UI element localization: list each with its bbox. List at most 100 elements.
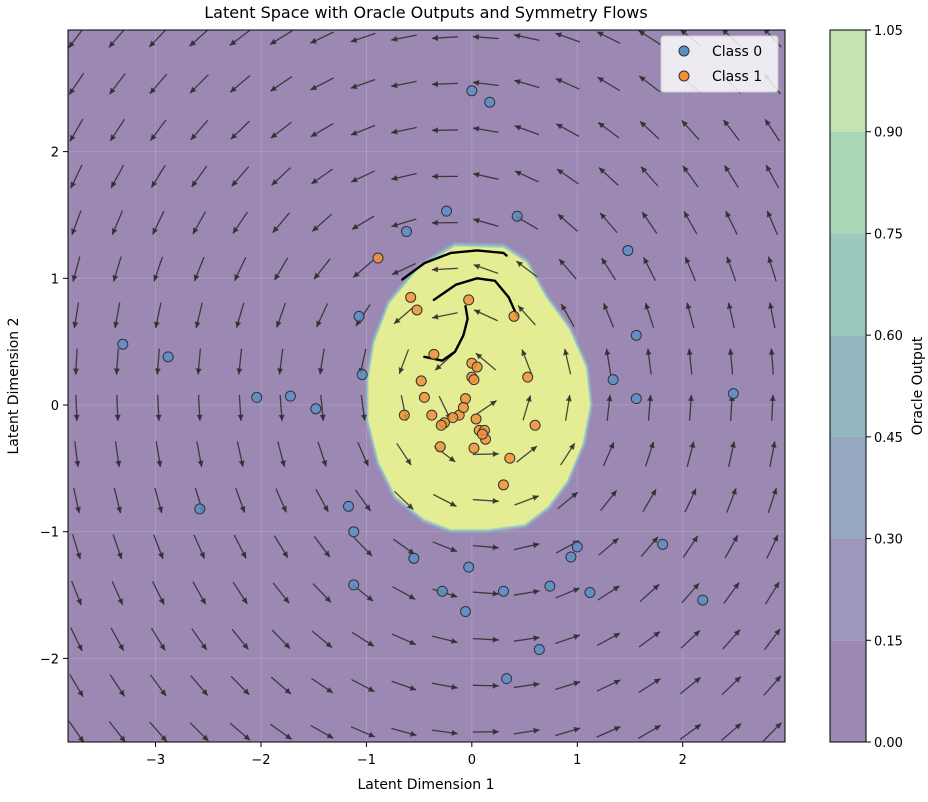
vector-arrow-head xyxy=(473,171,480,178)
vector-arrow-head xyxy=(693,630,700,637)
y-axis-label: Latent Dimension 2 xyxy=(6,317,22,454)
vector-arrow-head xyxy=(555,32,563,39)
vector-arrow-head xyxy=(613,726,621,732)
scatter-point-class-0 xyxy=(497,585,509,597)
colorbar-tick-label: 0.45 xyxy=(874,431,903,446)
vector-arrow-head xyxy=(613,633,621,639)
vector-arrow-head xyxy=(200,643,207,650)
legend: Class 0 Class 1 xyxy=(660,35,779,93)
scatter-point-class-1 xyxy=(428,348,440,360)
vector-arrow-head xyxy=(682,165,689,173)
vector-arrow-head xyxy=(612,585,620,592)
vector-arrow-head xyxy=(241,597,248,604)
vector-arrow-head xyxy=(407,548,415,555)
vector-arrow-head xyxy=(312,225,319,232)
vector-arrow-head xyxy=(492,728,499,735)
vector-arrow-head xyxy=(408,593,416,600)
vector-arrow-head xyxy=(473,217,480,224)
vector-arrow-head xyxy=(731,488,737,495)
vector-arrow-head xyxy=(689,441,696,449)
vector-arrow-head xyxy=(149,87,157,94)
vector-arrow-head xyxy=(391,221,399,228)
vector-arrow-head xyxy=(733,629,741,637)
vector-arrow-head xyxy=(565,395,572,402)
vector-arrow-head xyxy=(600,212,607,220)
vector-arrow-head xyxy=(311,177,319,184)
vector-arrow-head xyxy=(409,685,417,691)
vector-arrow-head xyxy=(155,414,162,421)
vector-arrow-head xyxy=(235,321,242,328)
vector-arrow-head xyxy=(231,179,238,187)
vector-arrow-head xyxy=(647,394,654,402)
vector-arrow-head xyxy=(432,313,439,320)
vector-arrow-head xyxy=(270,38,277,45)
vector-arrow-head xyxy=(726,302,733,310)
vector-arrow-head xyxy=(350,37,358,43)
vector-arrow-head xyxy=(573,587,580,594)
vector-arrow-head xyxy=(769,394,776,402)
vector-arrow-head xyxy=(236,368,243,375)
vector-arrow-head xyxy=(156,460,163,467)
symmetry-vector-field xyxy=(68,30,782,742)
vector-arrow-head xyxy=(409,639,416,645)
scatter-point-class-0 xyxy=(544,580,556,592)
vector-arrow-head xyxy=(200,597,206,605)
scatter-point-class-1 xyxy=(468,374,480,386)
vector-arrow-head xyxy=(654,725,661,731)
scatter-point-class-0 xyxy=(284,390,296,402)
scatter-point-class-1 xyxy=(529,419,541,431)
vector-arrow-head xyxy=(599,167,606,174)
vector-arrow-head xyxy=(771,488,778,495)
vector-arrow-head xyxy=(278,414,285,421)
vector-arrow-head xyxy=(270,132,278,139)
vector-arrow-head xyxy=(653,631,660,638)
vector-arrow-head xyxy=(557,214,565,221)
vector-arrow-head xyxy=(325,641,333,648)
vector-arrow-head xyxy=(492,682,499,689)
scatter-point-class-0 xyxy=(408,552,420,564)
scatter-point-class-0 xyxy=(194,503,206,515)
vector-arrow-head xyxy=(111,228,118,235)
colorbar-ticks: 0.00 0.15 0.30 0.45 0.60 0.75 0.90 1.05 xyxy=(866,24,903,751)
legend-marker-class-0 xyxy=(678,45,690,57)
scatter-point-class-1 xyxy=(435,419,447,431)
scatter-point-class-0 xyxy=(697,594,709,606)
scatter-point-class-1 xyxy=(457,402,469,414)
scatter-point-class-0 xyxy=(501,673,513,685)
scatter-point-class-1 xyxy=(476,428,488,440)
vector-arrow-head xyxy=(451,729,458,736)
vector-arrow-head xyxy=(282,551,288,558)
vector-arrow-head xyxy=(111,181,117,188)
scatter-point-class-0 xyxy=(348,579,360,591)
scatter-point-class-1 xyxy=(504,452,516,464)
scatter-point-class-0 xyxy=(356,369,368,381)
vector-arrow-head xyxy=(532,542,540,549)
vector-arrow-head xyxy=(73,368,80,375)
scatter-point-class-0 xyxy=(251,391,263,403)
symmetry-flow-lines xyxy=(401,249,519,362)
vector-arrow-head xyxy=(725,211,732,218)
vector-arrow-head xyxy=(516,261,523,268)
vector-arrow-head xyxy=(692,583,700,590)
scatter-point-class-0 xyxy=(571,541,583,553)
legend-label-class-1: Class 1 xyxy=(712,69,762,85)
scatter-point-class-1 xyxy=(426,409,438,421)
vector-arrow-head xyxy=(765,119,771,127)
vector-arrow-head xyxy=(326,732,334,739)
vector-arrow-head xyxy=(274,273,281,281)
scatter-point-class-1 xyxy=(522,371,534,383)
vector-arrow-head xyxy=(285,733,292,740)
vector-arrow-head xyxy=(326,687,333,693)
vector-arrow-head xyxy=(367,686,375,692)
vector-arrow-head xyxy=(72,321,79,329)
vector-arrow-head xyxy=(242,688,250,695)
vector-arrow-head xyxy=(314,272,321,280)
colorbar-band xyxy=(830,436,866,539)
vector-arrow-head xyxy=(597,77,605,83)
scatter-point-class-1 xyxy=(468,442,480,454)
vector-arrow-head xyxy=(322,505,329,512)
scatter-point-class-1 xyxy=(470,413,482,425)
vector-arrow-head xyxy=(71,228,77,235)
vector-arrow-head xyxy=(473,263,481,270)
